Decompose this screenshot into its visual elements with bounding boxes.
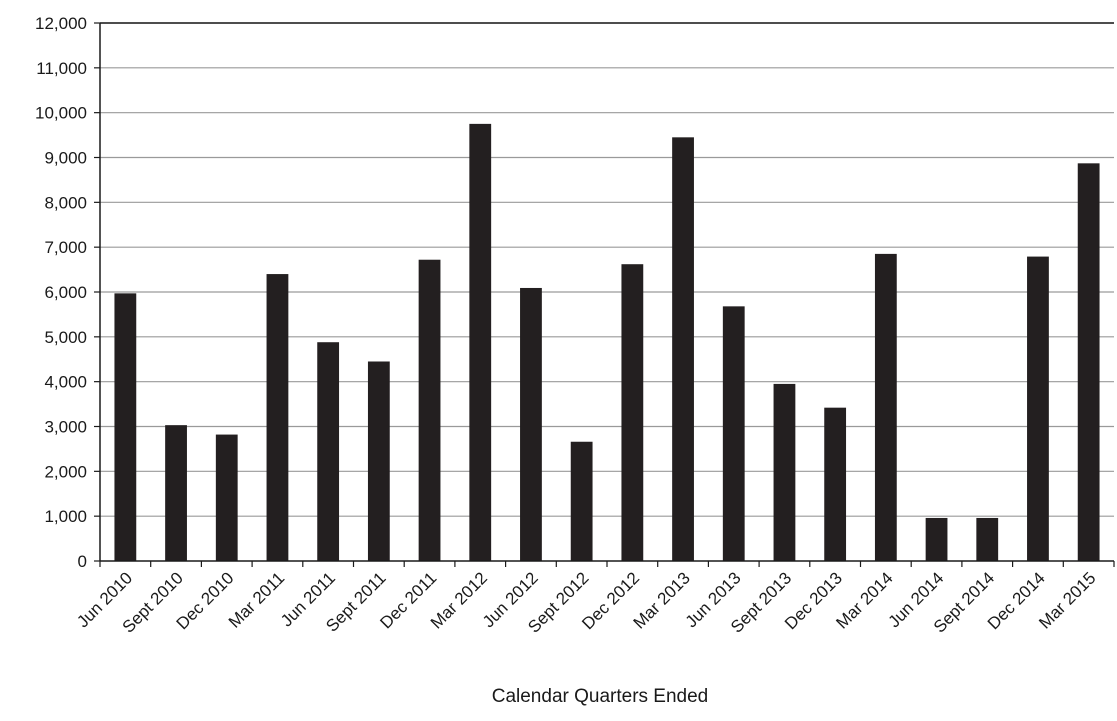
y-tick-labels: 0 1,000 2,000 3,000 4,000 5,000 6,000 7,000 8,00… bbox=[35, 14, 87, 571]
y-tick-label: 9,000 bbox=[44, 149, 87, 168]
bar bbox=[215, 434, 238, 561]
bar bbox=[672, 137, 694, 561]
x-axis-title: Calendar Quarters Ended bbox=[492, 686, 709, 707]
bar bbox=[621, 264, 644, 561]
bar bbox=[367, 361, 390, 561]
bar bbox=[165, 425, 187, 561]
bar bbox=[1027, 256, 1049, 561]
bar bbox=[317, 342, 340, 561]
y-tick-label: 5,000 bbox=[44, 328, 87, 347]
y-tick-label: 11,000 bbox=[36, 59, 87, 78]
bar bbox=[976, 517, 999, 561]
bar bbox=[925, 517, 948, 561]
y-tick-label: 12,000 bbox=[35, 14, 87, 33]
bar bbox=[773, 383, 796, 561]
bar bbox=[469, 123, 492, 561]
y-tick-label: 2,000 bbox=[44, 462, 87, 481]
y-tick-label: 4,000 bbox=[44, 373, 87, 392]
bars bbox=[114, 123, 1100, 561]
bar bbox=[520, 287, 542, 561]
y-tick-label: 7,000 bbox=[44, 238, 87, 257]
bar bbox=[874, 253, 897, 561]
bar bbox=[418, 259, 441, 561]
y-tick-label: 0 bbox=[78, 552, 87, 571]
bar bbox=[114, 293, 137, 561]
bar bbox=[266, 274, 289, 561]
bar bbox=[570, 441, 593, 561]
bar bbox=[1077, 163, 1100, 561]
axes bbox=[94, 22, 1115, 567]
bar bbox=[722, 306, 745, 561]
x-tick-label: Mar 2011 bbox=[225, 568, 288, 631]
y-tick-label: 8,000 bbox=[44, 193, 87, 212]
bar bbox=[824, 407, 847, 561]
gridlines bbox=[100, 22, 1114, 517]
y-tick-label: 1,000 bbox=[44, 507, 87, 526]
y-tick-label: 6,000 bbox=[44, 283, 87, 302]
y-tick-label: 10,000 bbox=[35, 104, 87, 123]
y-tick-label: 3,000 bbox=[44, 418, 87, 437]
